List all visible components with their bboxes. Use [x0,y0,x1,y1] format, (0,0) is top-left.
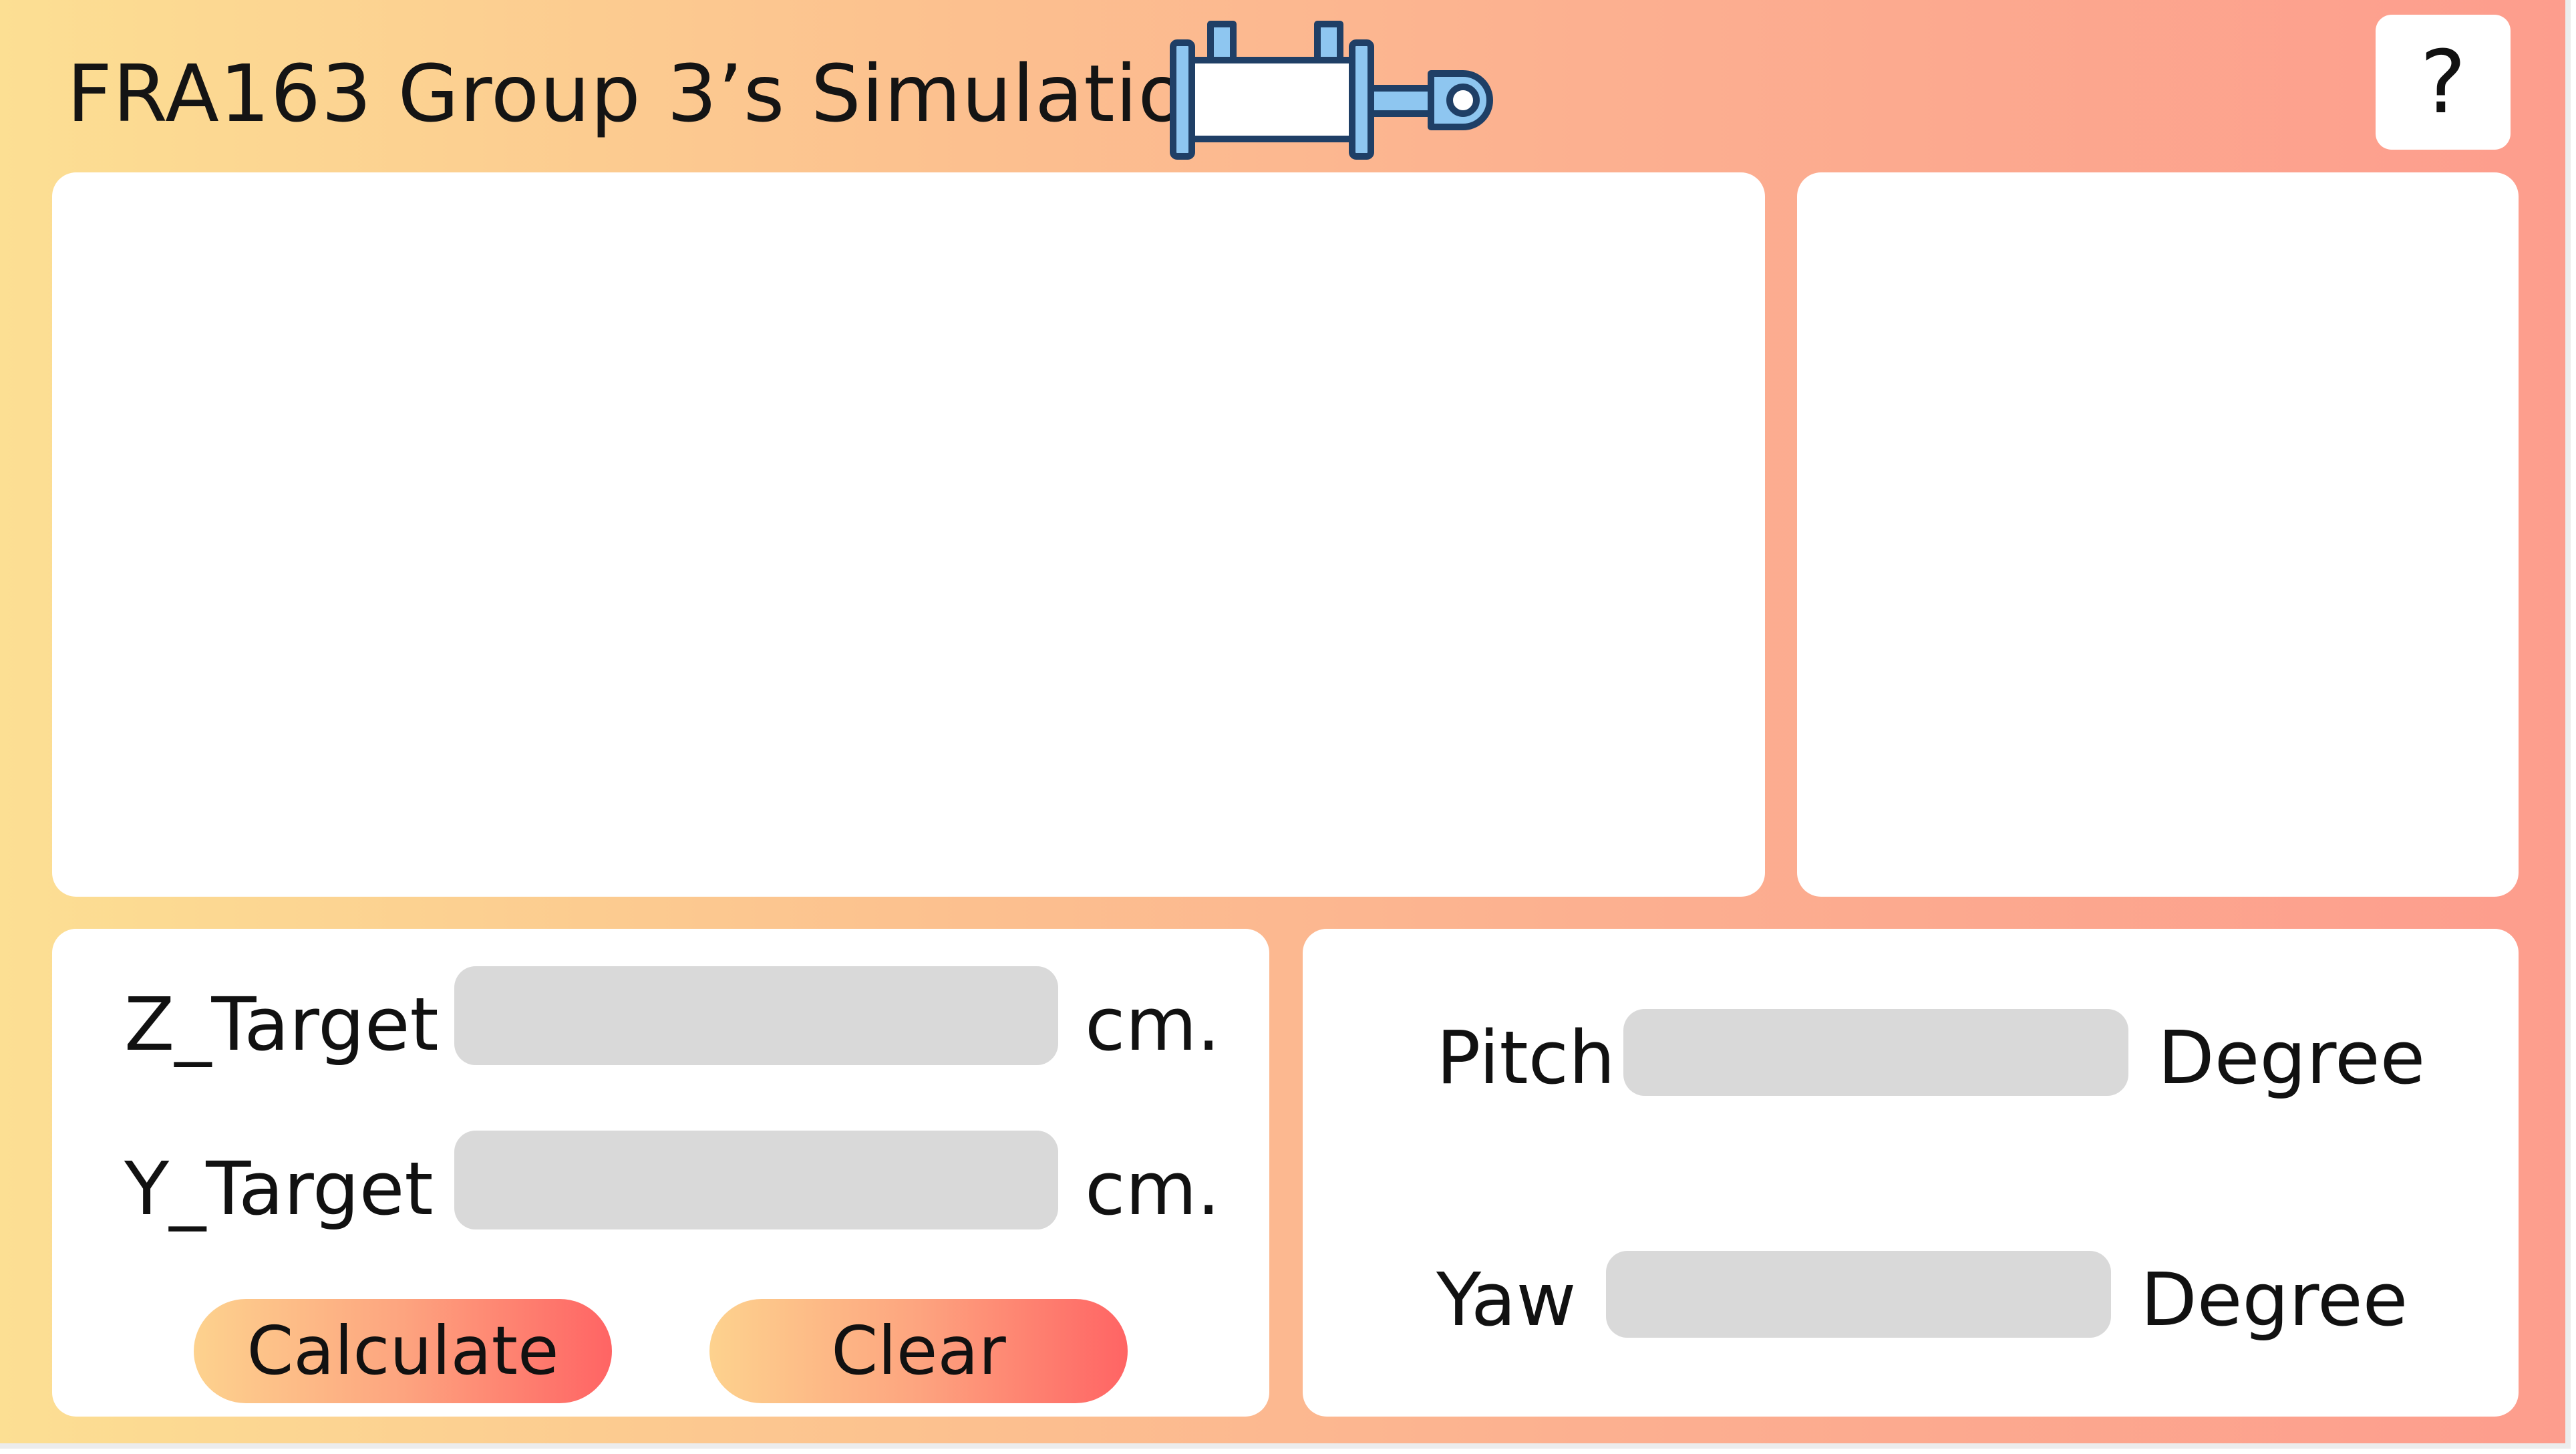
z-target-input[interactable] [454,966,1058,1065]
z-target-label: Z_Target [124,982,439,1067]
y-target-input[interactable] [454,1131,1058,1229]
clear-button[interactable]: Clear [709,1299,1128,1403]
yaw-output [1606,1251,2111,1338]
app-title: FRA163 Group 3’s Simulation [67,47,1238,140]
y-target-unit: cm. [1085,1146,1221,1231]
calculate-button[interactable]: Calculate [194,1299,612,1403]
pitch-output [1623,1009,2128,1096]
target-input-panel: Z_Target cm. Y_Target cm. Calculate Clea… [52,929,1269,1417]
simulation-view [52,172,1765,897]
pitch-unit: Degree [2158,1015,2426,1101]
pitch-label: Pitch [1436,1015,1615,1101]
hydraulic-cylinder-icon [1170,21,1493,160]
z-target-unit: cm. [1085,982,1221,1067]
yaw-unit: Degree [2140,1257,2408,1342]
help-button[interactable]: ? [2376,15,2511,150]
side-view [1797,172,2519,897]
yaw-label: Yaw [1436,1257,1577,1342]
result-output-panel: Pitch Degree Yaw Degree [1303,929,2519,1417]
y-target-label: Y_Target [124,1146,434,1231]
